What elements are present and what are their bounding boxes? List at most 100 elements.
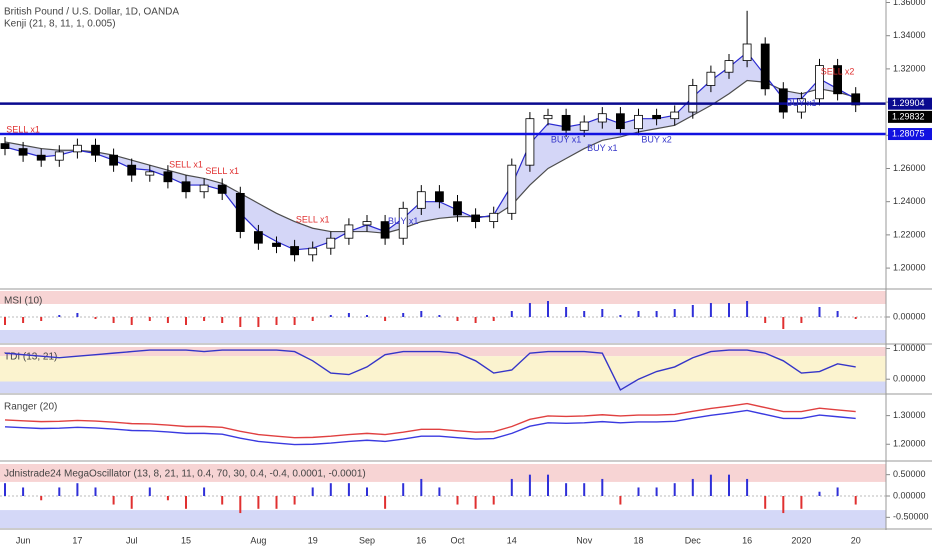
panel-title: MSI (10) [4, 296, 42, 307]
y-tick-label: 1.00000 [893, 343, 926, 353]
candle-body [380, 221, 390, 239]
candle-body [253, 231, 263, 244]
candle-body [525, 118, 535, 166]
bar [456, 496, 459, 505]
bar [637, 311, 640, 317]
candle-body [597, 113, 607, 123]
candle-body [181, 181, 191, 193]
bar [311, 487, 314, 496]
panel-title: Jdnistrade24 MegaOscillator (13, 8, 21, … [4, 469, 366, 480]
bar [402, 483, 405, 496]
last-price-label: 1.29832 [892, 111, 925, 121]
bar [347, 483, 350, 496]
bar [691, 305, 694, 317]
bar [800, 496, 803, 509]
signal-label: SELL x1 [296, 214, 330, 224]
bar [528, 474, 531, 496]
bar [709, 474, 712, 496]
candle-body [616, 113, 625, 130]
bar [112, 496, 115, 505]
signal-label: SELL x2 [821, 67, 855, 77]
bar [565, 307, 568, 317]
candle-body [109, 154, 118, 166]
candle-body [706, 71, 716, 86]
level-label: 1.28075 [892, 128, 925, 138]
candle-body [471, 214, 481, 223]
bar [130, 496, 133, 509]
bar [510, 478, 513, 496]
bar [601, 309, 604, 317]
candle-body [453, 201, 462, 216]
y-tick-label: 0.00000 [893, 490, 926, 500]
zone [0, 356, 886, 382]
candle-body [18, 148, 28, 156]
y-tick-label: 1.20000 [893, 439, 926, 449]
zone [0, 381, 886, 393]
candle-body [36, 154, 46, 161]
x-tick-label: Jul [126, 535, 138, 545]
bar [257, 317, 260, 327]
bar [293, 317, 296, 325]
candle-body [742, 43, 752, 61]
candle-body [398, 207, 408, 239]
candle-body [326, 237, 336, 249]
bar [420, 478, 423, 496]
y-tick-label: 0.00000 [893, 374, 926, 384]
signal-label: SELL x1 [205, 166, 239, 176]
bar [800, 317, 803, 323]
candle-body [91, 144, 100, 156]
candle-body [579, 121, 589, 131]
bar [583, 483, 586, 496]
candle-body [760, 43, 770, 90]
x-tick-label: Nov [576, 535, 593, 545]
candle-body [634, 114, 643, 130]
bar [221, 496, 224, 505]
bar [583, 311, 586, 317]
bar [275, 317, 278, 325]
y-tick-label: 1.34000 [893, 30, 926, 40]
signal-label: BUY x1 [786, 98, 816, 108]
candle-body [344, 224, 354, 239]
bar [22, 487, 25, 496]
bar [239, 496, 242, 514]
candle-body [507, 164, 517, 214]
bar [854, 317, 857, 319]
bar [22, 317, 25, 323]
bar [347, 313, 350, 317]
panel-title: Ranger (20) [4, 402, 57, 413]
x-tick-label: 15 [181, 535, 191, 545]
x-tick-label: 20 [851, 535, 861, 545]
bar [673, 309, 676, 317]
candle-body [797, 98, 806, 113]
candle-body [127, 164, 137, 176]
bar [311, 317, 314, 321]
candle-body [688, 85, 698, 113]
bar [76, 483, 79, 496]
bar [148, 317, 151, 321]
bar [58, 315, 61, 317]
level-label: 1.29904 [892, 98, 925, 108]
bar [221, 317, 224, 323]
bar [94, 317, 97, 319]
bar [112, 317, 115, 323]
bar [601, 478, 604, 496]
candle-body [54, 151, 64, 161]
signal-label: BUY x1 [551, 135, 581, 145]
bar [818, 307, 821, 317]
y-tick-label: 1.22000 [893, 229, 926, 239]
zone [0, 330, 886, 343]
bar [474, 496, 477, 509]
x-tick-label: 16 [416, 535, 426, 545]
x-tick-label: 19 [308, 535, 318, 545]
y-tick-label: -0.50000 [893, 512, 929, 522]
signal-label: BUY x1 [587, 143, 617, 153]
bar [746, 478, 749, 496]
y-tick-label: 0.50000 [893, 469, 926, 479]
panel-subtitle: Kenji (21, 8, 11, 1, 0.005) [4, 19, 116, 30]
bar [329, 483, 332, 496]
bar [148, 487, 151, 496]
bar [94, 487, 97, 496]
bar [40, 317, 43, 321]
y-tick-label: 1.26000 [893, 163, 926, 173]
